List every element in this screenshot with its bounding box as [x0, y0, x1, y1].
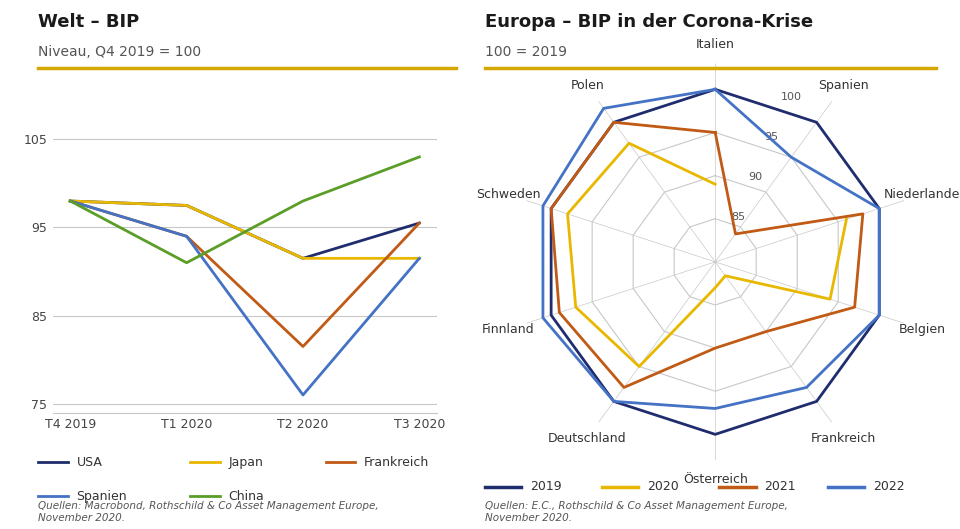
Text: Quellen: E.C., Rothschild & Co Asset Management Europe,
November 2020.: Quellen: E.C., Rothschild & Co Asset Man…: [485, 501, 787, 523]
Text: Spanien: Spanien: [77, 490, 127, 503]
Text: Quellen: Macrobond, Rothschild & Co Asset Management Europe,
November 2020.: Quellen: Macrobond, Rothschild & Co Asse…: [38, 501, 379, 523]
Text: 2022: 2022: [873, 480, 904, 493]
Text: 100 = 2019: 100 = 2019: [485, 45, 566, 59]
Text: Frankreich: Frankreich: [364, 455, 429, 469]
Text: China: China: [228, 490, 264, 503]
Text: USA: USA: [77, 455, 103, 469]
Text: 2021: 2021: [764, 480, 796, 493]
Text: Europa – BIP in der Corona-Krise: Europa – BIP in der Corona-Krise: [485, 13, 813, 31]
Text: Japan: Japan: [228, 455, 263, 469]
Text: 2019: 2019: [530, 480, 562, 493]
Text: 2020: 2020: [647, 480, 679, 493]
Text: Niveau, Q4 2019 = 100: Niveau, Q4 2019 = 100: [38, 45, 202, 59]
Text: Welt – BIP: Welt – BIP: [38, 13, 139, 31]
